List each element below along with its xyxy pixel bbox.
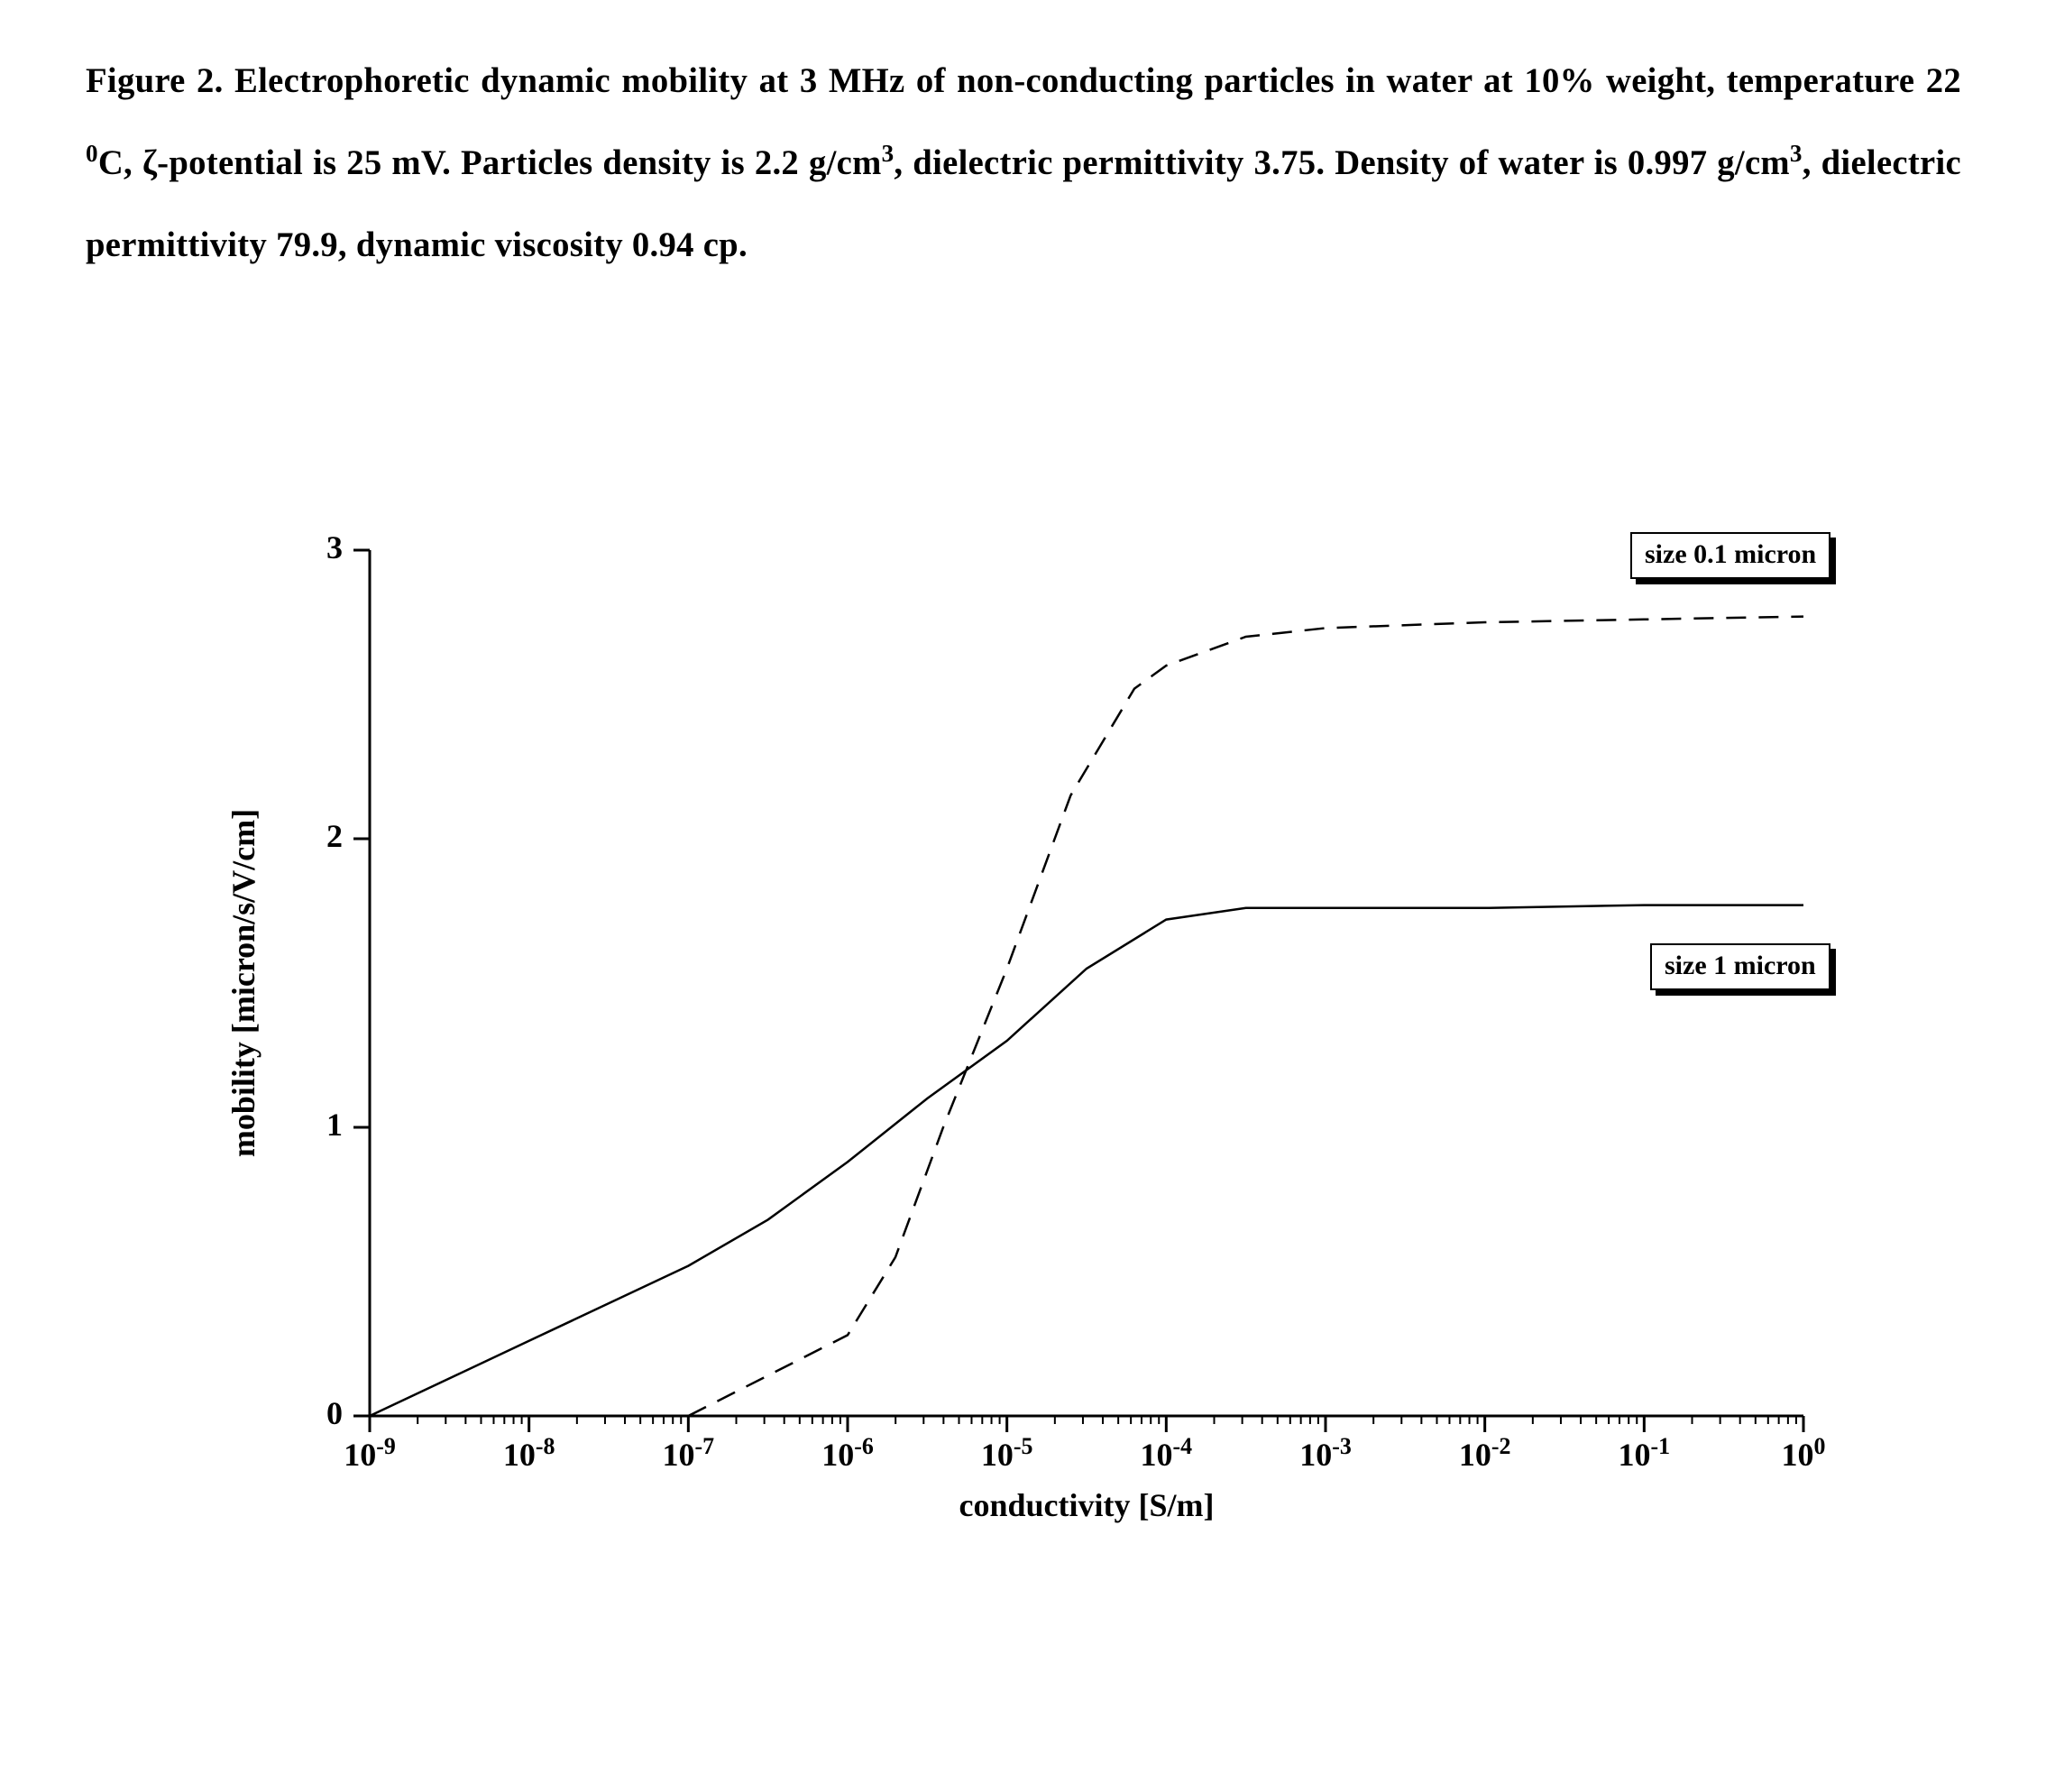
x-tick-label: 10-3 <box>1289 1436 1362 1474</box>
y-tick-label: 0 <box>289 1394 343 1432</box>
x-tick-label: 10-7 <box>652 1436 724 1474</box>
x-tick-label: 10-9 <box>334 1436 406 1474</box>
legend-box: size 0.1 micron <box>1630 532 1830 579</box>
x-tick-label: 10-6 <box>812 1436 884 1474</box>
x-tick-label: 100 <box>1767 1436 1840 1474</box>
x-tick-label: 10-8 <box>493 1436 565 1474</box>
legend-box: size 1 micron <box>1650 943 1830 990</box>
chart-container: mobility [micron/s/V/cm] conductivity [S… <box>271 523 1849 1542</box>
x-tick-label: 10-5 <box>971 1436 1043 1474</box>
series-line <box>688 617 1803 1416</box>
series-line <box>370 905 1803 1416</box>
y-tick-label: 3 <box>289 528 343 566</box>
y-tick-label: 1 <box>289 1106 343 1144</box>
chart-svg <box>271 523 1849 1542</box>
page: Figure 2. Electrophoretic dynamic mobili… <box>0 0 2046 1792</box>
x-axis-label: conductivity [S/m] <box>959 1486 1215 1524</box>
x-tick-label: 10-1 <box>1608 1436 1680 1474</box>
x-tick-label: 10-2 <box>1449 1436 1521 1474</box>
x-tick-label: 10-4 <box>1130 1436 1202 1474</box>
y-tick-label: 2 <box>289 817 343 855</box>
y-axis-label: mobility [micron/s/V/cm] <box>225 809 262 1157</box>
figure-caption: Figure 2. Electrophoretic dynamic mobili… <box>86 41 1961 287</box>
